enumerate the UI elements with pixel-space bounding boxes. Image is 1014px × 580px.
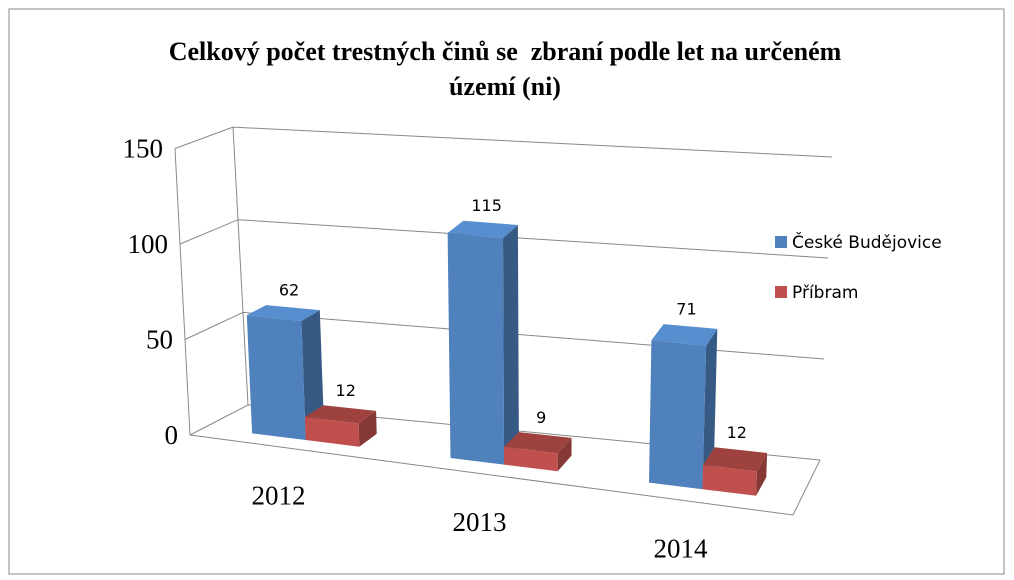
data-label: 12: [336, 381, 356, 400]
bar-side: [358, 410, 377, 447]
back-left-edge: [232, 127, 249, 406]
x-tick-label: 2013: [453, 507, 507, 537]
data-label: 12: [727, 423, 747, 442]
data-label: 9: [536, 408, 546, 427]
y-axis: [174, 148, 191, 436]
bar-top: [703, 447, 768, 472]
x-tick-label: 2014: [654, 534, 709, 564]
chart-title: Celkový počet trestných činů se zbraní p…: [168, 37, 848, 101]
bar-top: [651, 324, 718, 346]
bar-front: [246, 315, 306, 440]
legend-swatch: [775, 286, 787, 298]
bar-top: [447, 220, 518, 239]
data-label: 115: [471, 196, 502, 215]
y-tick-label: 100: [128, 229, 169, 259]
floor-edge: [189, 434, 821, 516]
y-tick-label: 50: [146, 325, 173, 355]
data-label: 62: [279, 281, 299, 300]
bar-front: [702, 465, 757, 496]
legend-label: Příbram: [792, 283, 858, 303]
y-tick-label: 0: [165, 420, 179, 450]
bar-front: [304, 417, 360, 447]
legend-swatch: [775, 236, 787, 248]
x-tick-label: 2012: [252, 480, 306, 510]
bar-side: [557, 437, 572, 472]
bar-top: [304, 405, 377, 424]
bar-front: [504, 446, 558, 472]
bar-top: [504, 432, 572, 454]
bar-side: [503, 225, 519, 465]
y-tick-label: 150: [123, 134, 164, 164]
bar-front: [649, 340, 707, 490]
bar-side: [756, 453, 768, 496]
bar-front: [447, 233, 505, 465]
bar-side: [301, 310, 325, 440]
data-label: 71: [676, 299, 696, 318]
legend-label: České Budějovice: [792, 231, 942, 253]
bar-top: [246, 305, 320, 321]
